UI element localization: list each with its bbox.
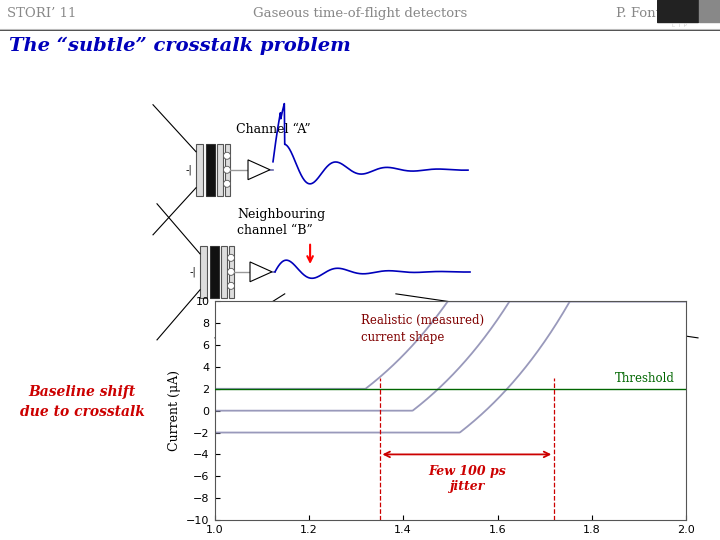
- Text: Realistic (measured)
current shape: Realistic (measured) current shape: [361, 314, 484, 345]
- Bar: [657, 0, 698, 22]
- Text: The “subtle” crosstalk problem: The “subtle” crosstalk problem: [9, 36, 351, 55]
- Bar: [200, 246, 207, 298]
- Circle shape: [228, 268, 235, 275]
- Text: Gaseous time-of-flight detectors: Gaseous time-of-flight detectors: [253, 7, 467, 20]
- Bar: [210, 246, 219, 298]
- Circle shape: [223, 152, 230, 159]
- Text: -|: -|: [185, 165, 192, 175]
- Bar: [206, 144, 215, 196]
- Circle shape: [223, 166, 230, 173]
- Bar: [225, 144, 230, 196]
- Text: Baseline shift
due to crosstalk: Baseline shift due to crosstalk: [19, 385, 145, 418]
- Text: -|: -|: [189, 267, 196, 277]
- Circle shape: [223, 180, 230, 187]
- Circle shape: [228, 282, 235, 289]
- Circle shape: [228, 254, 235, 261]
- Text: Few 100 ps
jitter: Few 100 ps jitter: [428, 465, 505, 494]
- Text: Threshold: Threshold: [614, 372, 675, 385]
- Bar: [699, 0, 720, 22]
- Text: Channel “A”: Channel “A”: [236, 123, 310, 136]
- Bar: [221, 246, 227, 298]
- Text: P. Fonte: P. Fonte: [616, 7, 668, 20]
- Polygon shape: [250, 262, 272, 282]
- Text: Neighbouring
channel “B”: Neighbouring channel “B”: [237, 208, 325, 237]
- Text: L  I  P: L I P: [672, 23, 687, 28]
- Text: STORI’ 11: STORI’ 11: [7, 7, 76, 20]
- Bar: [229, 246, 234, 298]
- Bar: [196, 144, 203, 196]
- Y-axis label: Current (μA): Current (μA): [168, 370, 181, 451]
- Bar: [217, 144, 223, 196]
- Polygon shape: [248, 160, 270, 180]
